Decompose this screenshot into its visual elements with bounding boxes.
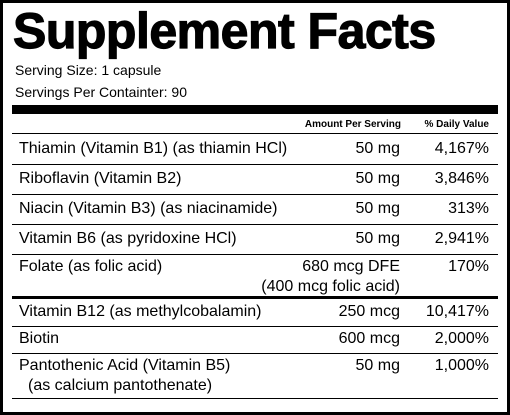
nutrient-amount: 600 mcg — [338, 330, 400, 347]
nutrient-amount: 50 mg — [355, 170, 400, 187]
row-divider — [12, 353, 498, 354]
nutrient-name: Vitamin B12 (as methylcobalamin) — [19, 303, 262, 320]
servings-per-container: Servings Per Containter: 90 — [15, 84, 187, 100]
panel-title: Supplement Facts — [12, 2, 436, 59]
nutrient-daily-value: 2,000% — [434, 330, 489, 347]
nutrient-name: Vitamin B6 (as pyridoxine HCl) — [19, 230, 237, 247]
nutrient-daily-value: 313% — [448, 200, 489, 217]
nutrient-amount: 50 mg — [355, 357, 400, 374]
nutrient-daily-value: 4,167% — [434, 140, 489, 157]
nutrient-amount: 250 mcg — [338, 303, 400, 320]
nutrient-amount: 50 mg — [355, 230, 400, 247]
nutrient-amount: 50 mg — [355, 200, 400, 217]
nutrient-name: Niacin (Vitamin B3) (as niacinamide) — [19, 200, 278, 217]
nutrient-name: Pantothenic Acid (Vitamin B5) (as calciu… — [19, 357, 231, 394]
row-divider — [12, 224, 498, 225]
nutrient-daily-value: 10,417% — [425, 303, 489, 320]
bottom-divider — [12, 398, 498, 399]
nutrient-amount: 50 mg — [355, 140, 400, 157]
nutrient-daily-value: 2,941% — [434, 230, 489, 247]
nutrient-daily-value: 3,846% — [434, 170, 489, 187]
header-divider — [12, 133, 498, 134]
nutrient-daily-value: 170% — [448, 258, 489, 275]
nutrient-name: Biotin — [19, 330, 60, 347]
row-divider — [12, 164, 498, 165]
serving-size: Serving Size: 1 capsule — [15, 62, 162, 78]
amount-per-serving-header: Amount Per Serving — [304, 119, 401, 130]
nutrient-name: Thiamin (Vitamin B1) (as thiamin HCl) — [19, 140, 288, 157]
section-divider — [12, 296, 498, 299]
nutrient-name: Riboflavin (Vitamin B2) — [19, 170, 182, 187]
row-divider — [12, 326, 498, 327]
nutrient-name: Folate (as folic acid) — [19, 258, 163, 275]
row-divider — [12, 254, 498, 255]
nutrient-amount: 680 mcg DFE (400 mcg folic acid) — [261, 258, 400, 295]
daily-value-header: % Daily Value — [424, 119, 489, 130]
nutrient-daily-value: 1,000% — [434, 357, 489, 374]
row-divider — [12, 194, 498, 195]
thick-divider — [12, 105, 498, 114]
